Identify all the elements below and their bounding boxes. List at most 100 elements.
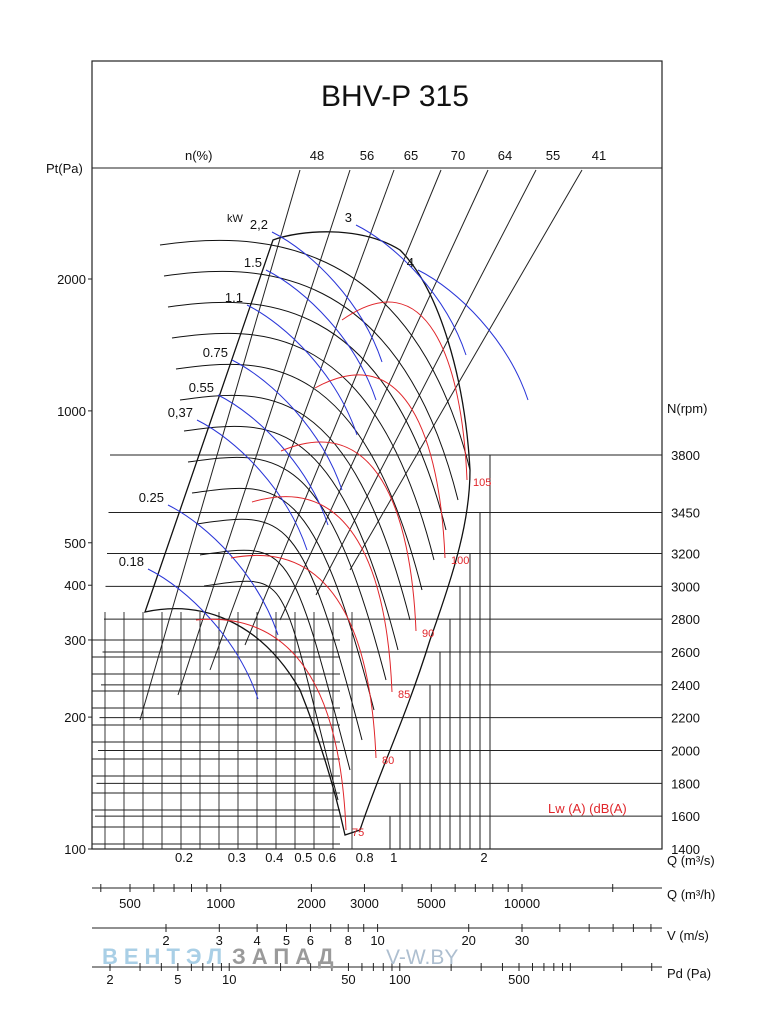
q-m3h-axis-tick-label: 1000 [206, 896, 235, 911]
power-label: 0,37 [168, 405, 193, 420]
speed-label: 2600 [671, 645, 700, 660]
power-label: 0.75 [203, 345, 228, 360]
pressure-curve [199, 549, 351, 771]
pd-axis-tick-label: 500 [508, 972, 530, 987]
q-m3h-axis-tick-label: 500 [119, 896, 141, 911]
power-label: 3 [345, 210, 352, 225]
efficiency-label: 48 [310, 148, 324, 163]
speed-label: 3800 [671, 448, 700, 463]
power-curve [231, 359, 343, 491]
watermark-brand-blue: ВЕНТЭЛ [102, 944, 228, 969]
efficiency-label: 41 [592, 148, 606, 163]
power-curve [271, 231, 383, 363]
x-tick-label: 0.6 [318, 850, 336, 865]
power-curve [217, 394, 329, 526]
v-axis-tick-label: 20 [461, 933, 475, 948]
efficiency-label: n(%) [185, 148, 212, 163]
y-tick-label: 400 [64, 578, 86, 593]
pressure-curve [171, 332, 435, 561]
noise-label: 90 [422, 628, 434, 640]
q-m3h-axis-tick-label: 10000 [504, 896, 540, 911]
y-tick-label: 2000 [57, 272, 86, 287]
y-tick-label: 500 [64, 536, 86, 551]
noise-curve [280, 441, 417, 632]
power-curve [196, 419, 308, 551]
x-tick-label: 2 [480, 850, 487, 865]
power-label: 2,2 [250, 217, 268, 232]
efficiency-line [349, 169, 583, 571]
pressure-curve [163, 270, 459, 501]
x-axis-label: Q (m³/s) [667, 853, 715, 868]
x-tick-label: 0.4 [265, 850, 283, 865]
noise-legend-label: Lw (A) (dB(A) [548, 801, 627, 816]
y-tick-label: 100 [64, 842, 86, 857]
fan-envelope [144, 231, 471, 836]
pressure-curve [187, 456, 387, 681]
speed-label: 1600 [671, 809, 700, 824]
pd-axis-tick-label: 10 [222, 972, 236, 987]
x-tick-label: 1 [390, 850, 397, 865]
noise-label: 105 [473, 477, 491, 489]
pressure-curve [203, 580, 339, 801]
noise-curve [230, 555, 377, 759]
efficiency-line [315, 169, 537, 596]
noise-curve [195, 618, 347, 831]
y-tick-label: 200 [64, 710, 86, 725]
pd-axis-tick-label: 2 [106, 972, 113, 987]
v-axis-tick-label: 30 [515, 933, 529, 948]
watermark-site: V-W.BY [386, 946, 458, 969]
power-unit-label: kW [227, 213, 244, 225]
power-label: 1.5 [244, 255, 262, 270]
q-m3h-axis-tick-label: 2000 [297, 896, 326, 911]
speed-label: 1800 [671, 776, 700, 791]
pd-axis-tick-label: 100 [389, 972, 411, 987]
noise-curve [341, 301, 468, 481]
noise-label: 80 [382, 755, 394, 767]
power-curve [355, 224, 467, 356]
power-curve [265, 269, 377, 401]
speed-label: 2800 [671, 612, 700, 627]
power-curve [417, 269, 529, 401]
pressure-curve [183, 425, 399, 651]
pd-axis-label: Pd (Pa) [667, 966, 711, 981]
chart-title: BHV-P 315 [321, 80, 469, 113]
power-label: 0.25 [139, 490, 164, 505]
speed-label: 2000 [671, 744, 700, 759]
power-curve [167, 504, 279, 636]
pressure-curve [195, 518, 363, 741]
chart-marks: 100 200 300 400 500 1000 2000 0.2 0.3 0.4 0.5 0.6 0.… [57, 148, 700, 987]
watermark-brand-dark: ЗАПАД [232, 944, 340, 969]
q-m3h-axis-tick-label: 5000 [417, 896, 446, 911]
x-tick-label: 0.2 [175, 850, 193, 865]
noise-label: 100 [451, 555, 469, 567]
x-tick-label: 0.5 [294, 850, 312, 865]
efficiency-label: 56 [360, 148, 374, 163]
efficiency-label: 65 [404, 148, 418, 163]
v-axis-tick-label: 3 [216, 933, 223, 948]
v-axis-tick-label: 8 [345, 933, 352, 948]
v-axis-tick-label: 6 [307, 933, 314, 948]
power-label: 0.18 [119, 554, 144, 569]
watermark: ВЕНТЭЛ ЗАПАД V-W.BY [102, 944, 458, 969]
y-tick-label: 300 [64, 633, 86, 648]
noise-curve [251, 496, 393, 693]
power-curve [246, 304, 358, 436]
pd-axis-tick-label: 50 [341, 972, 355, 987]
y-axis-label: Pt(Pa) [46, 161, 83, 176]
pd-axis-tick-label: 5 [174, 972, 181, 987]
x-tick-label: 0.3 [228, 850, 246, 865]
pressure-curve [175, 363, 423, 591]
v-axis-tick-label: 2 [162, 933, 169, 948]
speed-label: 1400 [671, 842, 700, 857]
efficiency-line [209, 169, 395, 671]
q-m3h-axis-tick-label: 3000 [350, 896, 379, 911]
speed-label: 3000 [671, 579, 700, 594]
speed-axis-label: N(rpm) [667, 401, 707, 416]
power-label: 0.55 [189, 380, 214, 395]
power-label: 1.1 [225, 290, 243, 305]
efficiency-line [244, 169, 442, 646]
q-m3h-axis-label: Q (m³/h) [667, 887, 715, 902]
efficiency-label: 70 [451, 148, 465, 163]
v-axis-tick-label: 5 [283, 933, 290, 948]
